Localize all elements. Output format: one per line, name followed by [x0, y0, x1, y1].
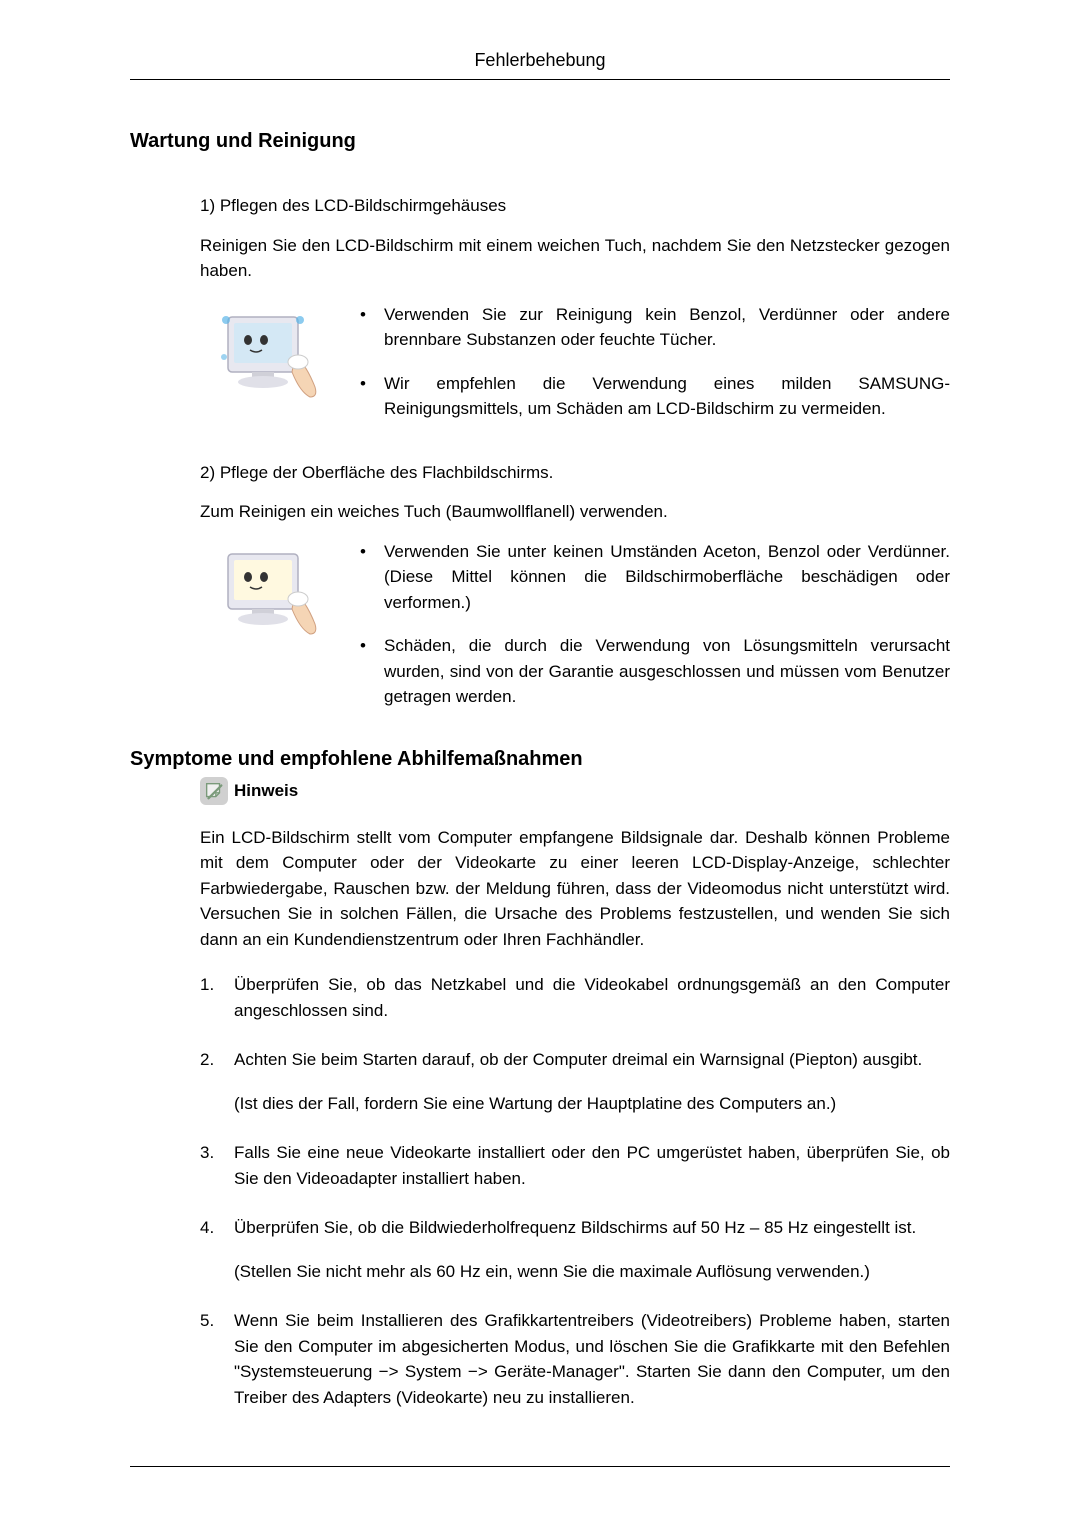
- section2-intro: Ein LCD-Bildschirm stellt vom Computer e…: [200, 825, 950, 953]
- sub1-bullet-list: Verwenden Sie zur Reinigung kein Benzol,…: [360, 302, 950, 440]
- step-1: Überprüfen Sie, ob das Netzkabel und die…: [200, 972, 950, 1023]
- section2-heading: Symptome und empfohlene Abhilfemaßnahmen: [130, 748, 950, 771]
- sub2-bullet-1-note: (Diese Mittel können die Bildschirmoberf…: [384, 567, 950, 612]
- sub1-title: 1) Pflegen des LCD-Bildschirmgehäuses: [200, 193, 950, 219]
- step-4-text: Überprüfen Sie, ob die Bildwiederholfreq…: [234, 1218, 916, 1237]
- hinweis-label: Hinweis: [234, 781, 298, 801]
- sub1-bullet-1: Verwenden Sie zur Reinigung kein Benzol,…: [360, 302, 950, 353]
- step-5-text: Wenn Sie beim Installieren des Grafikkar…: [234, 1311, 950, 1407]
- monitor-surface-icon: [200, 539, 340, 649]
- sub1-row: Verwenden Sie zur Reinigung kein Benzol,…: [200, 302, 950, 440]
- monitor-cleaning-icon: [200, 302, 340, 412]
- sub2-bullet-2: Schäden, die durch die Verwendung von Lö…: [360, 633, 950, 710]
- sub2-bullet-1: Verwenden Sie unter keinen Umständen Ace…: [360, 539, 950, 616]
- sub2-bullet-list: Verwenden Sie unter keinen Umständen Ace…: [360, 539, 950, 728]
- sub2-row: Verwenden Sie unter keinen Umständen Ace…: [200, 539, 950, 728]
- step-2: Achten Sie beim Starten darauf, ob der C…: [200, 1047, 950, 1116]
- hinweis-row: Hinweis: [200, 777, 950, 805]
- step-2-note: (Ist dies der Fall, fordern Sie eine War…: [234, 1091, 950, 1117]
- step-5: Wenn Sie beim Installieren des Grafikkar…: [200, 1308, 950, 1410]
- step-4-note: (Stellen Sie nicht mehr als 60 Hz ein, w…: [234, 1259, 950, 1285]
- step-3-text: Falls Sie eine neue Videokarte installie…: [234, 1143, 950, 1188]
- step-4: Überprüfen Sie, ob die Bildwiederholfreq…: [200, 1215, 950, 1284]
- section1-heading: Wartung und Reinigung: [130, 130, 950, 153]
- note-icon: [200, 777, 228, 805]
- footer-rule: [130, 1466, 950, 1467]
- sub1-intro: Reinigen Sie den LCD-Bildschirm mit eine…: [200, 233, 950, 284]
- sub2-intro: Zum Reinigen ein weiches Tuch (Baumwollf…: [200, 499, 950, 525]
- sub2-title: 2) Pflege der Oberfläche des Flachbildsc…: [200, 460, 950, 486]
- page-header-title: Fehlerbehebung: [130, 50, 950, 80]
- sub1-bullet-2: Wir empfehlen die Verwendung eines milde…: [360, 371, 950, 422]
- step-3: Falls Sie eine neue Videokarte installie…: [200, 1140, 950, 1191]
- steps-list: Überprüfen Sie, ob das Netzkabel und die…: [200, 972, 950, 1410]
- step-1-text: Überprüfen Sie, ob das Netzkabel und die…: [234, 975, 950, 1020]
- step-2-text: Achten Sie beim Starten darauf, ob der C…: [234, 1050, 922, 1069]
- sub2-bullet-1-text: Verwenden Sie unter keinen Umständen Ace…: [384, 542, 950, 561]
